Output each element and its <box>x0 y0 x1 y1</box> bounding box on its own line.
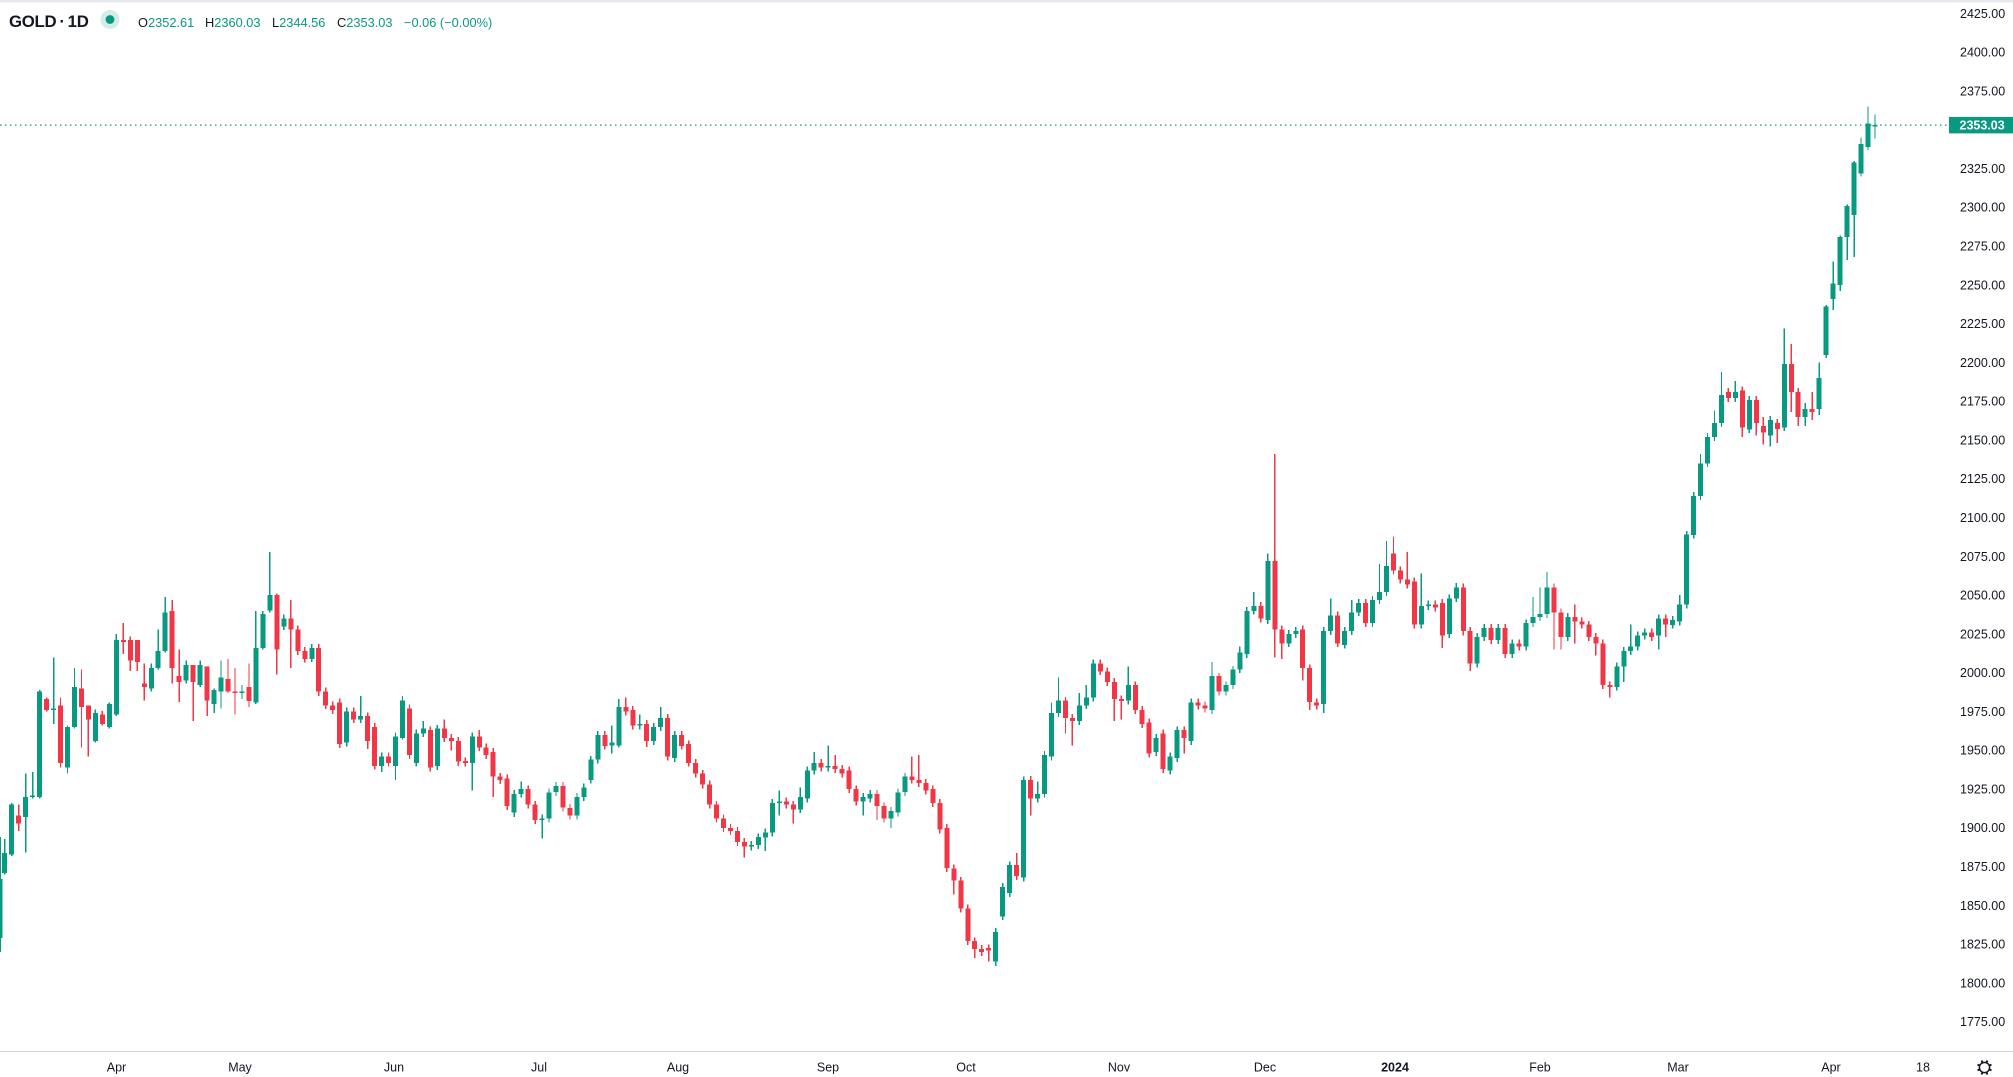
svg-text:2375.00: 2375.00 <box>1960 84 2005 98</box>
svg-text:2100.00: 2100.00 <box>1960 511 2005 525</box>
svg-text:Mar: Mar <box>1667 1061 1689 1075</box>
svg-text:GOLD · 1D: GOLD · 1D <box>9 12 89 31</box>
svg-text:1975.00: 1975.00 <box>1960 705 2005 719</box>
svg-text:Dec: Dec <box>1254 1061 1276 1075</box>
svg-text:Oct: Oct <box>956 1061 976 1075</box>
svg-text:2325.00: 2325.00 <box>1960 162 2005 176</box>
svg-text:2000.00: 2000.00 <box>1960 666 2005 680</box>
svg-text:Nov: Nov <box>1108 1061 1131 1075</box>
svg-text:2425.00: 2425.00 <box>1960 7 2005 21</box>
svg-text:Sep: Sep <box>817 1061 839 1075</box>
svg-text:2250.00: 2250.00 <box>1960 278 2005 292</box>
svg-text:Feb: Feb <box>1529 1061 1551 1075</box>
svg-text:2125.00: 2125.00 <box>1960 472 2005 486</box>
svg-text:Jun: Jun <box>384 1061 404 1075</box>
svg-text:2075.00: 2075.00 <box>1960 550 2005 564</box>
svg-text:1875.00: 1875.00 <box>1960 860 2005 874</box>
svg-text:1950.00: 1950.00 <box>1960 744 2005 758</box>
svg-text:2200.00: 2200.00 <box>1960 356 2005 370</box>
svg-text:May: May <box>228 1061 252 1075</box>
svg-text:1775.00: 1775.00 <box>1960 1015 2005 1029</box>
svg-text:1925.00: 1925.00 <box>1960 782 2005 796</box>
svg-text:2275.00: 2275.00 <box>1960 240 2005 254</box>
svg-text:18: 18 <box>1916 1061 1930 1075</box>
svg-text:2025.00: 2025.00 <box>1960 627 2005 641</box>
svg-text:Aug: Aug <box>667 1061 689 1075</box>
svg-text:2150.00: 2150.00 <box>1960 433 2005 447</box>
svg-text:1850.00: 1850.00 <box>1960 899 2005 913</box>
svg-text:Apr: Apr <box>107 1061 126 1075</box>
svg-text:Jul: Jul <box>531 1061 547 1075</box>
svg-text:2353.03: 2353.03 <box>1960 119 2005 133</box>
svg-text:2225.00: 2225.00 <box>1960 317 2005 331</box>
svg-text:2400.00: 2400.00 <box>1960 46 2005 60</box>
svg-text:1900.00: 1900.00 <box>1960 821 2005 835</box>
svg-text:2050.00: 2050.00 <box>1960 589 2005 603</box>
svg-text:1800.00: 1800.00 <box>1960 976 2005 990</box>
svg-text:1825.00: 1825.00 <box>1960 938 2005 952</box>
svg-text:2024: 2024 <box>1381 1061 1409 1075</box>
svg-text:2175.00: 2175.00 <box>1960 395 2005 409</box>
svg-text:2300.00: 2300.00 <box>1960 201 2005 215</box>
svg-text:Apr: Apr <box>1821 1061 1840 1075</box>
